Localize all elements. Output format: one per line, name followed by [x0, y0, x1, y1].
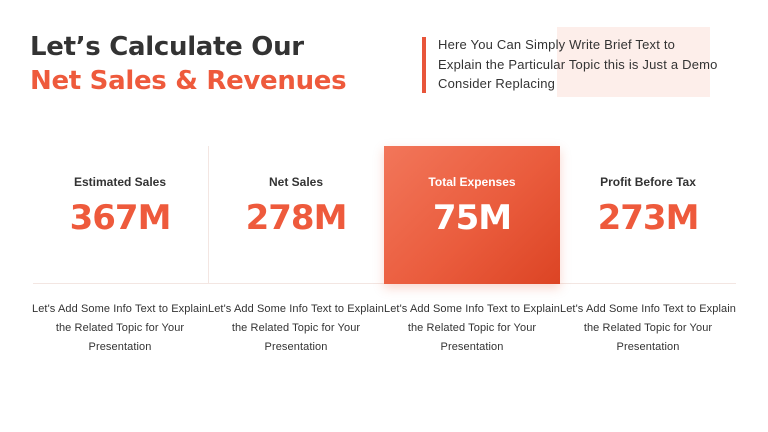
metric-label: Profit Before Tax: [600, 175, 696, 189]
metric-card-net-sales: Net Sales 278M: [208, 146, 384, 284]
title-line-1: Let’s Calculate Our: [30, 32, 304, 62]
metric-card-total-expenses: Total Expenses 75M: [384, 146, 560, 284]
metric-card-profit-before-tax: Profit Before Tax 273M: [560, 146, 736, 284]
metric-label: Total Expenses: [428, 175, 516, 189]
metric-description: Let's Add Some Info Text to Explain the …: [208, 303, 385, 353]
metric-description: Let's Add Some Info Text to Explain the …: [32, 303, 209, 353]
title-line-2: Net Sales & Revenues: [30, 66, 347, 96]
metric-label: Estimated Sales: [73, 175, 167, 189]
intro-highlight: [557, 27, 710, 97]
metric-value: 278M: [245, 198, 348, 238]
metric-value: 273M: [597, 198, 700, 238]
metric-description: Let's Add Some Info Text to Explain the …: [384, 303, 561, 353]
metric-card-estimated-sales: Estimated Sales 367M: [32, 146, 208, 284]
intro-accent-bar: [422, 37, 426, 93]
intro-block: Here You Can Simply Write Brief Text to …: [422, 27, 717, 97]
slide-title: Let’s Calculate Our Net Sales & Revenues: [30, 30, 347, 98]
intro-text: Here You Can Simply Write Brief Text to …: [438, 37, 718, 91]
metric-value: 367M: [69, 198, 172, 238]
metric-description: Let's Add Some Info Text to Explain the …: [560, 303, 737, 353]
metric-label: Net Sales: [268, 175, 324, 189]
metric-value: 75M: [432, 198, 512, 238]
vertical-divider: [208, 146, 209, 284]
